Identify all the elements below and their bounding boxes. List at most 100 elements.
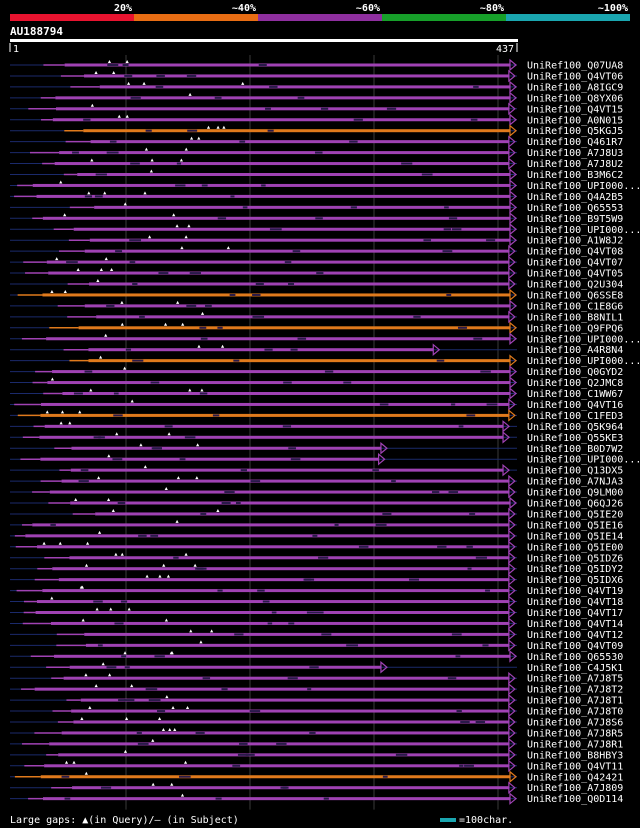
hit-label[interactable]: UniRef100_A7J809 [527,783,623,794]
hit-bar[interactable] [54,654,511,658]
hit-bar[interactable] [40,413,509,417]
hit-label[interactable]: UniRef100_Q42421 [527,772,623,783]
hit-label[interactable]: UniRef100_Q4VT05 [527,269,623,280]
hit-bar[interactable] [78,326,510,330]
hit-label[interactable]: UniRef100_Q4VT16 [527,400,623,411]
hit-label[interactable]: UniRef100_B0D7W2 [527,444,623,455]
hit-bar[interactable] [88,359,510,363]
hit-bar[interactable] [42,589,509,593]
hit-label[interactable]: UniRef100_A7NJA3 [527,477,623,488]
hit-label[interactable]: UniRef100_C4J5K1 [527,663,623,674]
hit-bar[interactable] [25,534,509,538]
hit-bar[interactable] [70,501,511,505]
hit-bar[interactable] [73,720,509,724]
hit-bar[interactable] [37,545,509,549]
hit-bar[interactable] [84,304,511,308]
hit-bar[interactable] [84,74,509,78]
hit-bar[interactable] [69,665,381,669]
hit-bar[interactable] [94,205,511,209]
hit-label[interactable]: UniRef100_Q4VT18 [527,597,623,608]
hit-label[interactable]: UniRef100_Q0D114 [527,794,623,805]
hit-label[interactable]: UniRef100_Q4VT09 [527,641,623,652]
hit-label[interactable]: UniRef100_Q4VT08 [527,247,623,258]
hit-label[interactable]: UniRef100_A4R8N4 [527,345,623,356]
hit-label[interactable]: UniRef100_A7J8T2 [527,685,623,696]
hit-label[interactable]: UniRef100_C1E8G6 [527,301,623,312]
hit-label[interactable]: UniRef100_UPI000... [527,356,640,367]
hit-bar[interactable] [40,775,510,779]
hit-label[interactable]: UniRef100_Q4VT14 [527,619,623,630]
hit-bar[interactable] [52,118,511,122]
hit-bar[interactable] [99,85,511,89]
hit-bar[interactable] [44,424,504,428]
hit-label[interactable]: UniRef100_Q2JMC8 [527,378,623,389]
hit-label[interactable]: UniRef100_Q5IE00 [527,542,623,553]
hit-label[interactable]: UniRef100_A7J8T1 [527,696,623,707]
hit-label[interactable]: UniRef100_Q9LM00 [527,488,623,499]
hit-label[interactable]: UniRef100_B8NIL1 [527,312,623,323]
hit-label[interactable]: UniRef100_Q6SSE8 [527,290,623,301]
hit-label[interactable]: UniRef100_A7J8R5 [527,728,623,739]
hit-bar[interactable] [32,183,510,187]
hit-bar[interactable] [41,402,509,406]
hit-label[interactable]: UniRef100_A7J8T0 [527,707,623,718]
hit-label[interactable]: UniRef100_Q5KGJ5 [527,126,623,137]
hit-bar[interactable] [70,468,504,472]
hit-bar[interactable] [52,567,509,571]
hit-label[interactable]: UniRef100_A7J8S6 [527,718,623,729]
hit-bar[interactable] [83,129,511,133]
hit-bar[interactable] [58,753,509,757]
hit-label[interactable]: UniRef100_A8IGC9 [527,82,623,93]
hit-label[interactable]: UniRef100_Q9FPQ6 [527,323,623,334]
hit-bar[interactable] [58,578,509,582]
hit-bar[interactable] [48,271,509,275]
hit-bar[interactable] [96,315,509,319]
hit-bar[interactable] [44,764,509,768]
hit-label[interactable]: UniRef100_Q4VT06 [527,71,623,82]
hit-label[interactable]: UniRef100_Q0GYD2 [527,367,623,378]
hit-bar[interactable] [42,293,510,297]
hit-bar[interactable] [72,786,509,790]
hit-bar[interactable] [54,162,509,166]
hit-bar[interactable] [50,621,509,625]
hit-label[interactable]: UniRef100_A1W8J2 [527,236,623,247]
hit-label[interactable]: UniRef100_A7J8R1 [527,739,623,750]
hit-bar[interactable] [36,194,511,198]
hit-label[interactable]: UniRef100_B9T5W9 [527,214,623,225]
hit-label[interactable]: UniRef100_Q55KE3 [527,433,623,444]
hit-bar[interactable] [46,260,509,264]
hit-label[interactable]: UniRef100_Q4VT15 [527,104,623,115]
hit-bar[interactable] [71,709,509,713]
hit-label[interactable]: UniRef100_B3M6C2 [527,170,623,181]
hit-bar[interactable] [71,446,381,450]
hit-label[interactable]: UniRef100_A7J8U2 [527,159,623,170]
hit-label[interactable]: UniRef100_Q2U304 [527,280,623,291]
hit-bar[interactable] [73,227,510,231]
hit-label[interactable]: UniRef100_Q461R7 [527,137,623,148]
hit-label[interactable]: UniRef100_Q6QJ26 [527,499,623,510]
hit-label[interactable]: UniRef100_Q4VT07 [527,258,623,269]
hit-bar[interactable] [84,632,509,636]
hit-bar[interactable] [47,381,510,385]
hit-label[interactable]: UniRef100_Q65553 [527,203,623,214]
hit-bar[interactable] [32,523,509,527]
hit-label[interactable]: UniRef100_Q07UA8 [527,61,623,72]
hit-label[interactable]: UniRef100_Q5IE16 [527,520,623,531]
hit-bar[interactable] [61,731,509,735]
hit-bar[interactable] [46,337,510,341]
hit-label[interactable]: UniRef100_B8HBY3 [527,750,623,761]
hit-bar[interactable] [56,107,509,111]
hit-label[interactable]: UniRef100_Q5IDX6 [527,575,623,586]
hit-bar[interactable] [90,140,509,144]
hit-label[interactable]: UniRef100_A7J8U3 [527,148,623,159]
hit-label[interactable]: UniRef100_Q5IDZ6 [527,553,623,564]
hit-bar[interactable] [59,151,509,155]
hit-label[interactable]: UniRef100_UPI000... [527,455,640,466]
hit-bar[interactable] [43,797,510,801]
hit-label[interactable]: UniRef100_Q65530 [527,652,623,663]
hit-bar[interactable] [52,370,510,374]
hit-bar[interactable] [62,392,511,395]
hit-label[interactable]: UniRef100_Q5IE14 [527,531,623,542]
hit-bar[interactable] [77,173,510,176]
hit-bar[interactable] [95,512,509,516]
